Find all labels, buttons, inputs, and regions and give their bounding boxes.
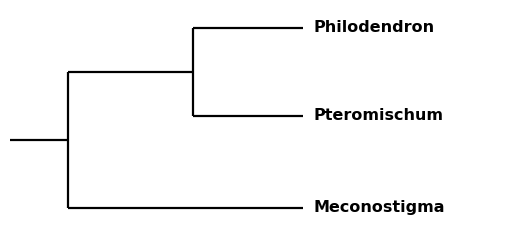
Text: Pteromischum: Pteromischum	[313, 108, 443, 123]
Text: Philodendron: Philodendron	[313, 20, 434, 35]
Text: Meconostigma: Meconostigma	[313, 201, 445, 215]
